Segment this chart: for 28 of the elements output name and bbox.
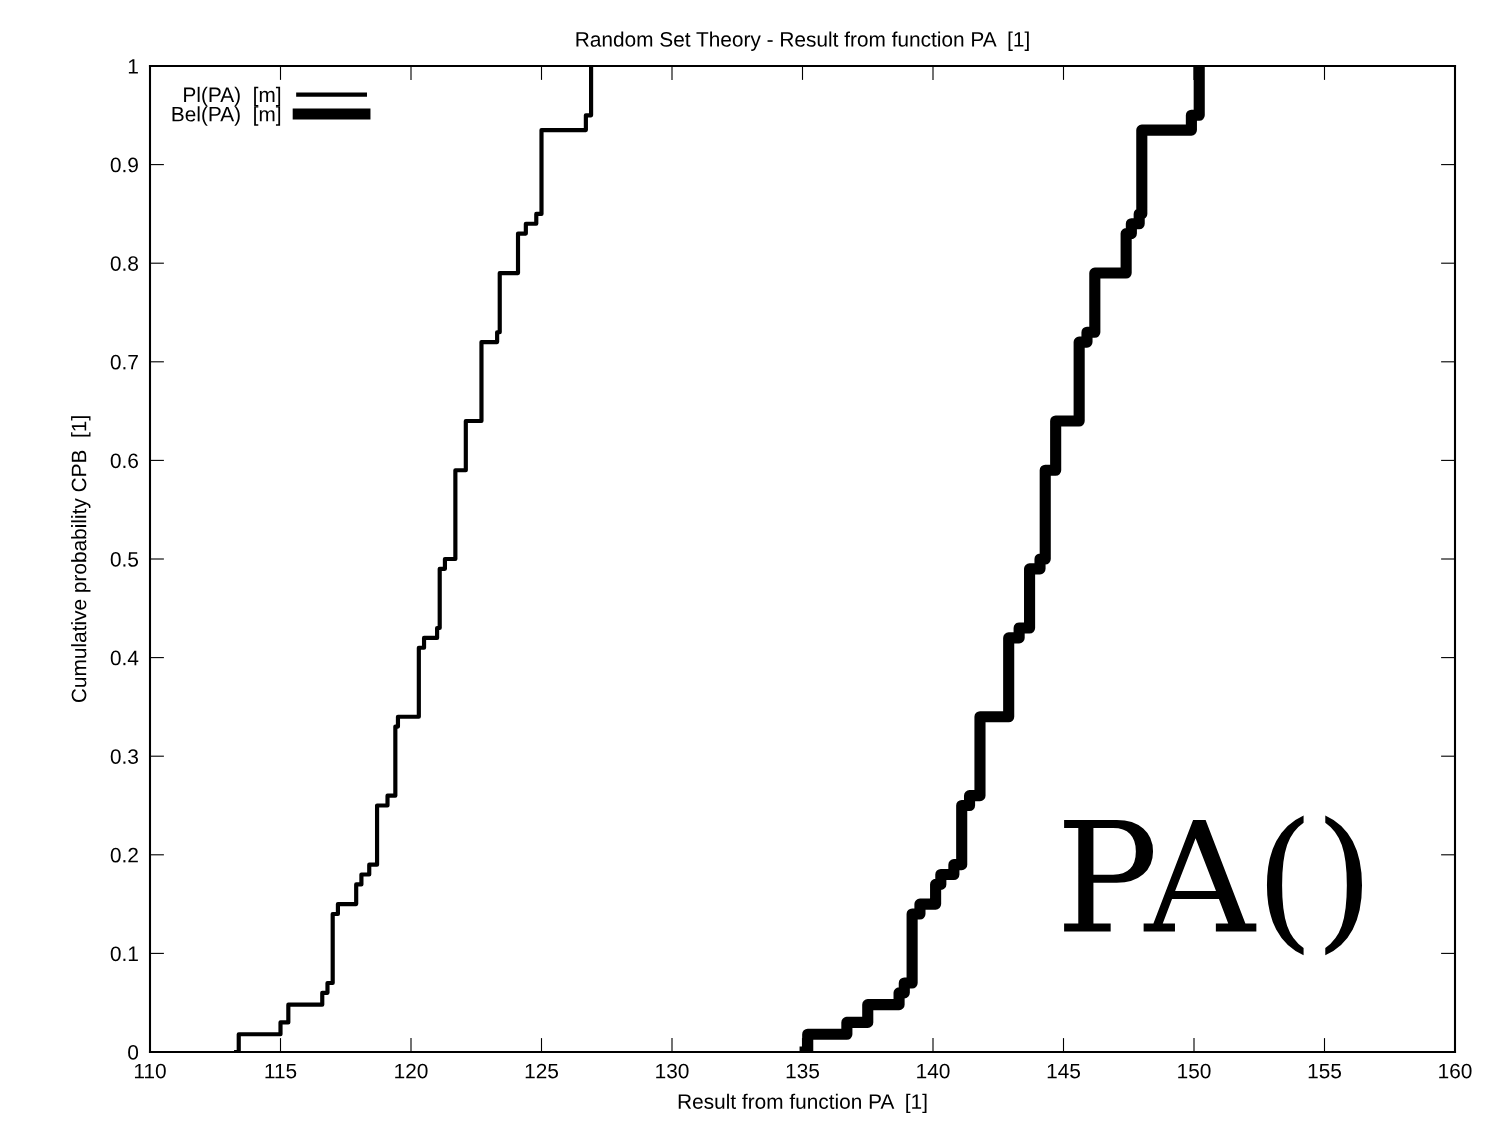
x-tick-label: 120 xyxy=(395,1063,428,1079)
x-tick-label: 150 xyxy=(1178,1063,1211,1079)
x-tick-label: 130 xyxy=(656,1063,689,1079)
y-tick-label: 0.1 xyxy=(110,946,138,962)
y-tick-label: 0.6 xyxy=(110,453,138,469)
x-tick-label: 110 xyxy=(134,1063,166,1079)
chart-title: Random Set Theory - Result from function PA [1] xyxy=(576,31,1029,51)
legend-label: Pl(PA) [m] xyxy=(184,86,281,107)
y-tick-label: 0.3 xyxy=(110,749,138,764)
x-tick-label: 135 xyxy=(786,1063,820,1079)
x-tick-label: 155 xyxy=(1308,1063,1342,1079)
x-tick-label: 160 xyxy=(1439,1063,1472,1079)
y-tick-label: 1 xyxy=(128,59,138,74)
x-tick-label: 125 xyxy=(525,1063,559,1079)
y-axis-title: Cumulative probability CPB [1] xyxy=(71,416,91,703)
x-tick-label: 145 xyxy=(1047,1063,1081,1079)
y-tick-label: 0.7 xyxy=(110,354,138,370)
y-tick-label: 0.9 xyxy=(110,157,138,173)
x-tick-label: 140 xyxy=(917,1063,950,1079)
x-tick-label: 115 xyxy=(265,1063,297,1079)
y-tick-label: 0.4 xyxy=(110,650,139,666)
x-axis-title: Result from function PA [1] xyxy=(678,1093,927,1114)
legend-label: Bel(PA) [m] xyxy=(172,106,281,126)
y-tick-label: 0.2 xyxy=(110,847,138,863)
annotation: PA() xyxy=(1064,815,1362,956)
y-tick-label: 0.5 xyxy=(110,552,139,567)
y-tick-label: 0.8 xyxy=(110,256,138,271)
y-tick-label: 0 xyxy=(128,1045,139,1060)
